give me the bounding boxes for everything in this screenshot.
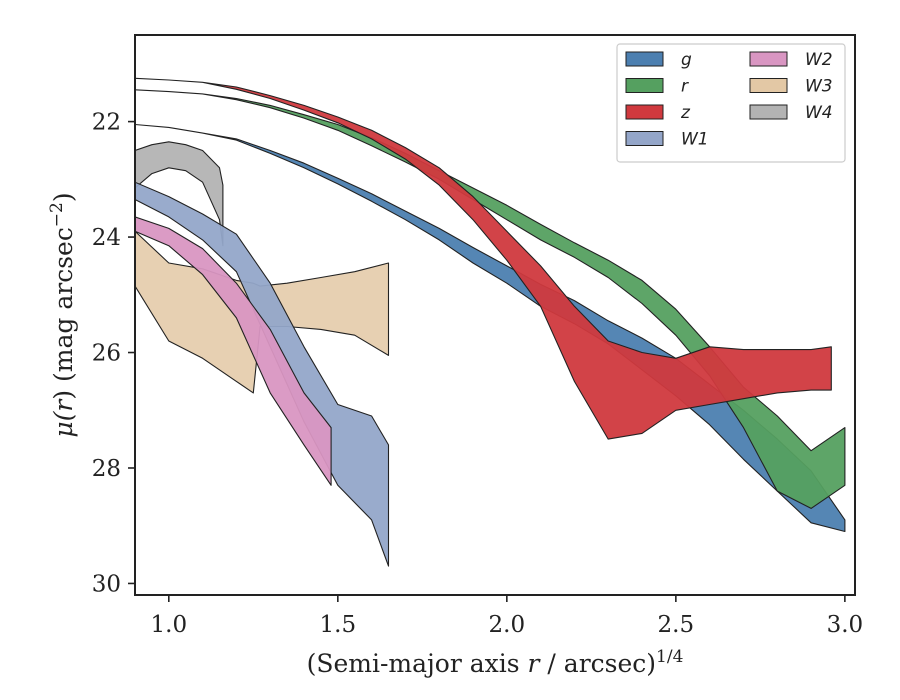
legend-swatch-r [625,78,664,93]
series-band-W2 [135,216,332,486]
legend-label-z: z [680,103,691,123]
x-tick-label: 2.0 [489,612,526,638]
series-band-W1 [135,181,390,567]
plot-frame [134,34,856,596]
series-band-g [135,123,846,533]
series-layer [135,77,846,567]
legend-box [616,43,846,163]
ticks-layer: 1.0 1.5 2.0 2.5 3.0 22 24 26 28 30 [92,110,863,638]
legend-swatch-W3 [749,78,788,93]
legend-swatch-W1 [625,131,664,146]
y-tick-label: 30 [92,571,121,597]
legend-label-W2: W2 [805,50,833,70]
legend: grz W1 W2 W3 W4 [616,43,846,163]
legend-swatch-g [625,51,664,67]
legend-swatch-z [625,104,664,120]
x-tick-label: 1.5 [320,612,357,638]
x-tick-label: 2.5 [658,612,695,638]
legend-swatch-W2 [749,51,788,67]
legend-label-g: g [681,50,692,70]
series-band-W4 [135,141,224,247]
legend-label-W3: W3 [805,77,833,97]
x-axis-label: (Semi-major axis r / arcsec)1/4 [307,647,684,678]
y-tick-label: 22 [92,110,121,136]
y-tick-label: 28 [92,456,121,482]
x-tick-label: 3.0 [827,612,864,638]
legend-label-r: r [681,77,689,97]
x-tick-label: 1.0 [151,612,188,638]
y-tick-label: 26 [92,341,121,367]
legend-swatch-W4 [749,104,788,120]
y-axis-label: μ(r) (mag arcsec−2) [47,192,78,437]
series-band-z [135,77,832,440]
legend-label-W1: W1 [681,130,709,150]
legend-label-W4: W4 [805,103,833,123]
y-tick-label: 24 [92,225,121,251]
